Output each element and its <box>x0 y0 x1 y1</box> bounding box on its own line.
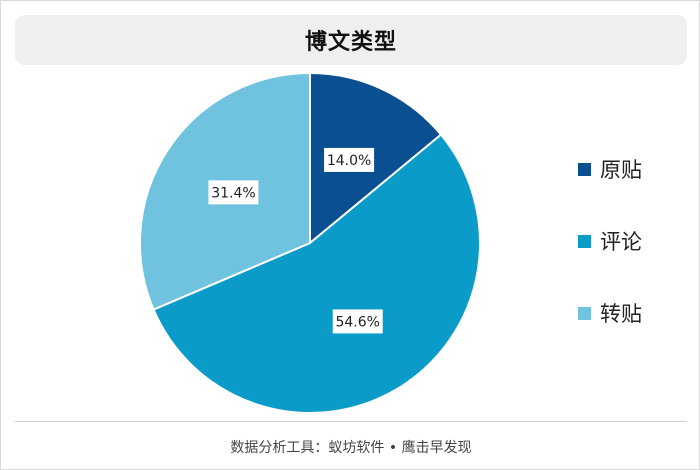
legend-label: 评论 <box>600 230 642 254</box>
data-label-box <box>324 147 375 172</box>
chart-title: 博文类型 <box>304 30 397 55</box>
data-label-box <box>208 180 259 205</box>
chart-legend: 原贴 评论 转贴 <box>578 151 642 367</box>
legend-item-zhuantie: 转贴 <box>578 295 642 331</box>
legend-label: 转贴 <box>600 302 642 326</box>
legend-swatch-pinglun <box>578 234 591 248</box>
data-label-text: 14.0% <box>327 153 371 169</box>
legend-label: 原贴 <box>600 158 642 182</box>
chart-title-bar: 博文类型 <box>15 15 687 65</box>
legend-item-yuantie: 原贴 <box>578 151 642 187</box>
data-label-zhuantie: 31.4% <box>208 180 259 205</box>
data-label-pinglun: 54.6% <box>332 309 383 334</box>
footer-divider <box>15 421 687 422</box>
data-label-yuantie: 14.0% <box>324 147 375 172</box>
pie-slice-pinglun <box>152 133 481 414</box>
data-label-box <box>332 309 383 334</box>
pie-slice-yuantie <box>309 71 443 246</box>
data-label-text: 54.6% <box>335 314 379 330</box>
legend-swatch-zhuantie <box>578 306 591 320</box>
legend-item-pinglun: 评论 <box>578 223 642 259</box>
data-label-text: 31.4% <box>211 185 255 201</box>
legend-swatch-yuantie <box>578 162 591 176</box>
footer-credit: 数据分析工具：蚁坊软件 • 鹰击早发现 <box>230 440 472 456</box>
